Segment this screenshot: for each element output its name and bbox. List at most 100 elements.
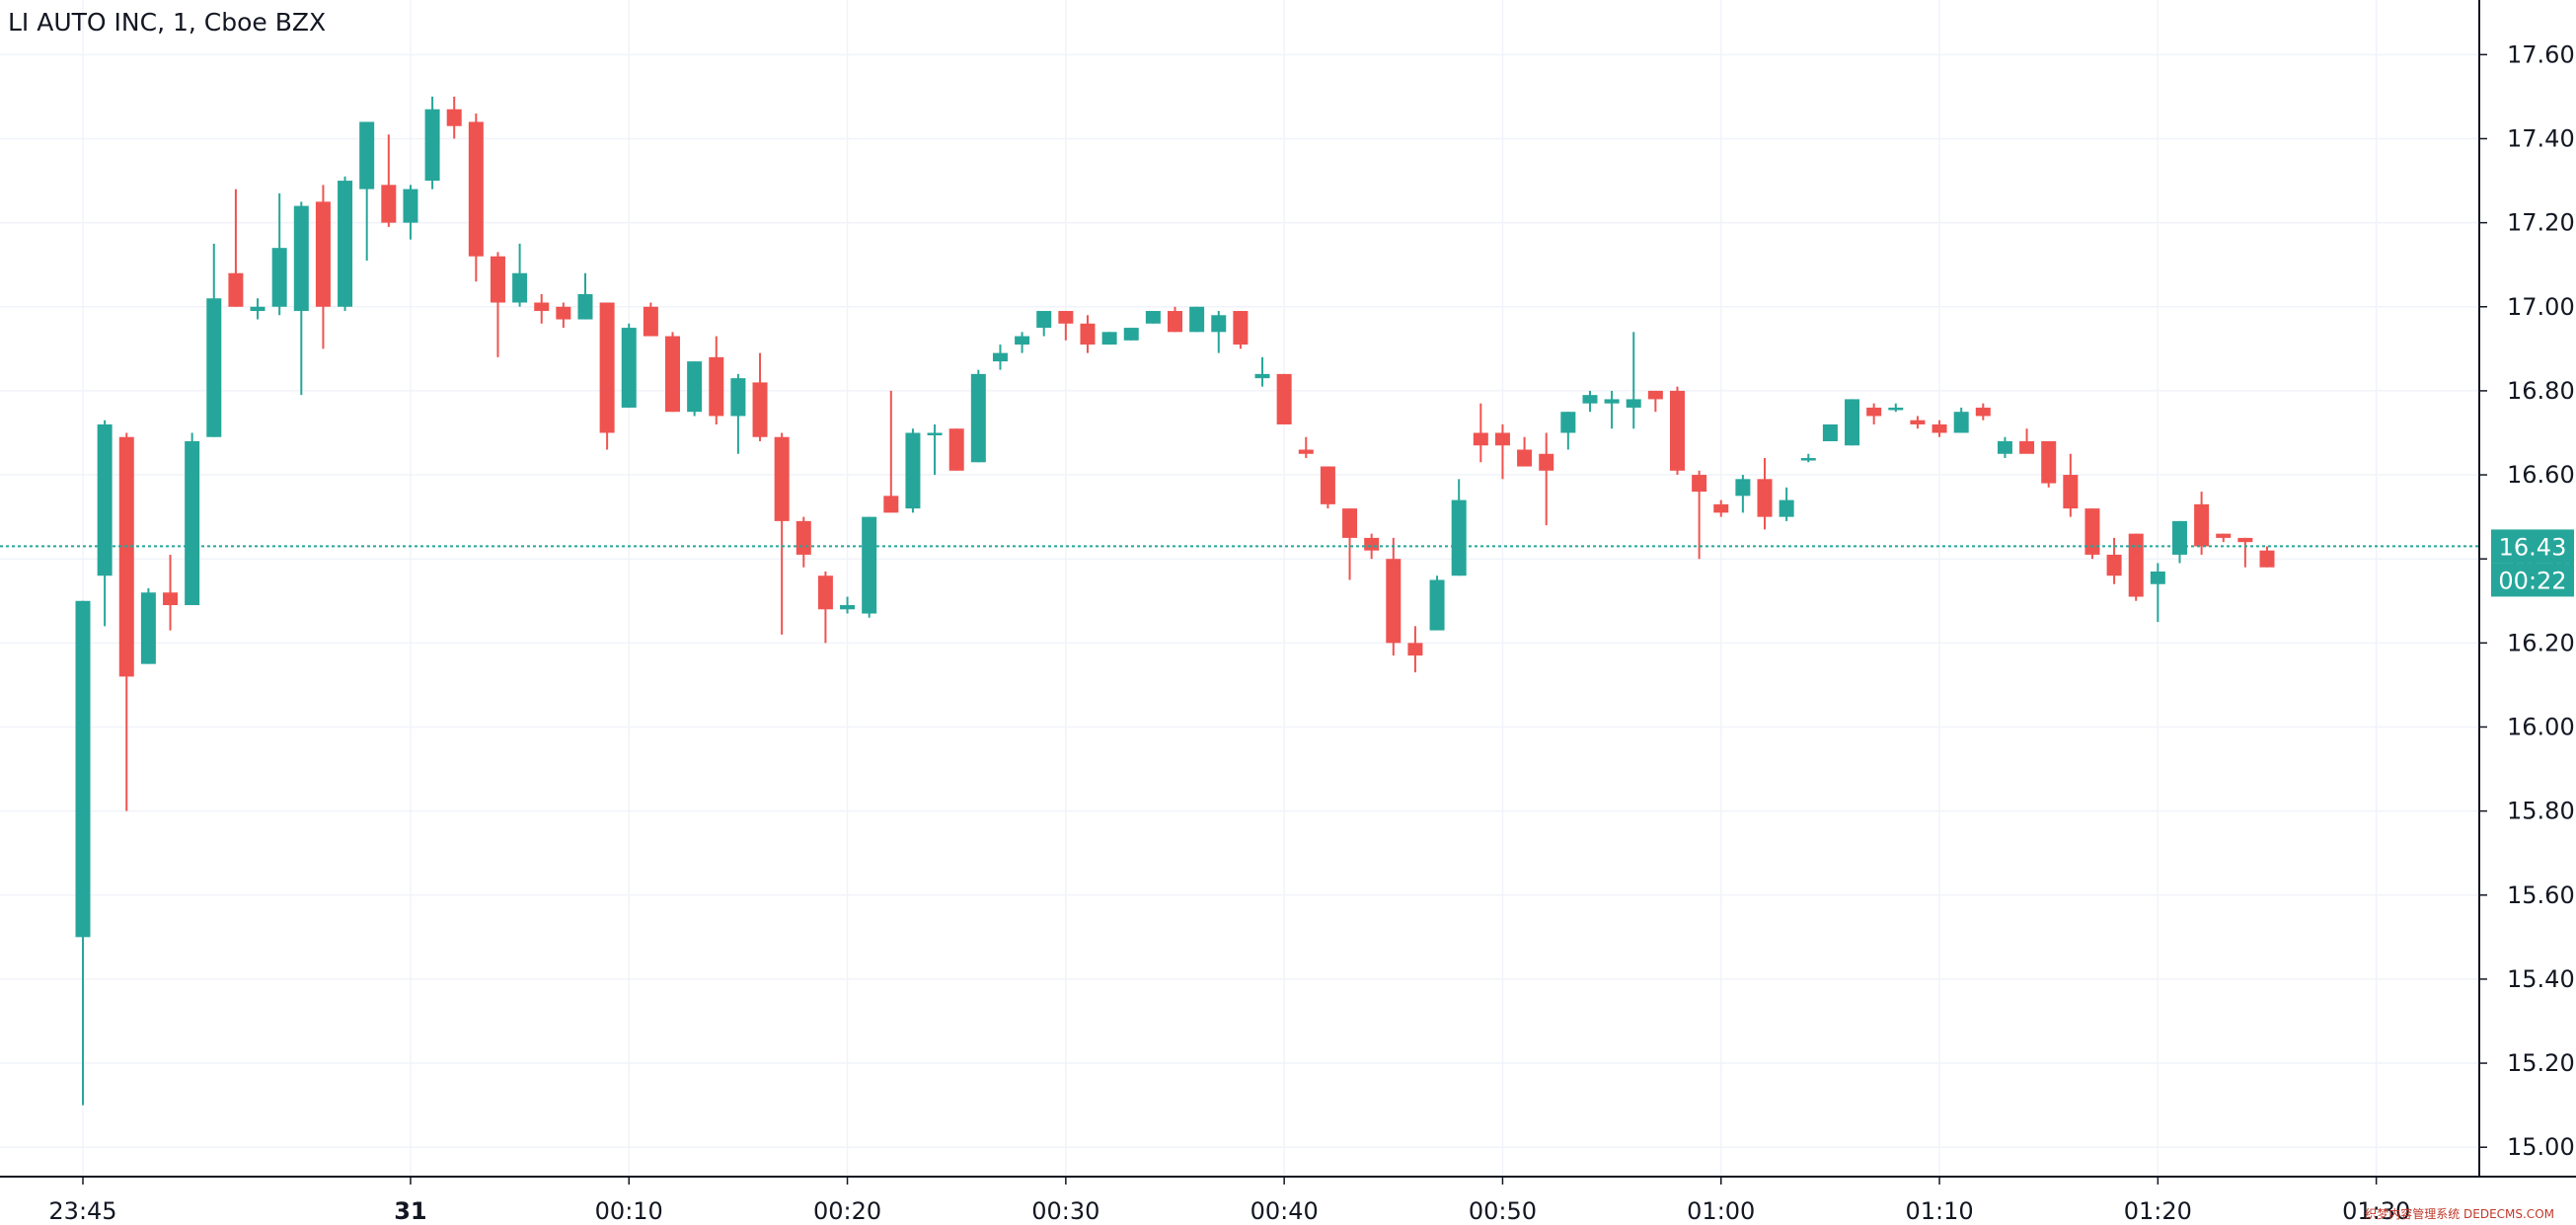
- candle: [577, 272, 593, 320]
- candle-body: [2194, 503, 2210, 547]
- candle: [1320, 466, 1335, 509]
- candle-body: [905, 432, 921, 509]
- candle-body: [1560, 412, 1576, 433]
- candle: [1451, 479, 1467, 576]
- candle: [534, 294, 550, 324]
- candle-body: [140, 592, 156, 664]
- candle-body: [1692, 475, 1707, 493]
- y-tick-label: 16.60: [2507, 461, 2575, 489]
- candle-body: [315, 201, 331, 307]
- candle: [1735, 475, 1751, 513]
- candle-body: [2216, 533, 2232, 538]
- candle-body: [1211, 315, 1227, 333]
- candle-body: [643, 306, 658, 337]
- y-tick-label: 15.80: [2507, 798, 2575, 825]
- y-tick-label: 17.20: [2507, 209, 2575, 237]
- candle-body: [927, 432, 943, 435]
- candle-body: [883, 496, 899, 513]
- candle-body: [359, 121, 375, 190]
- candle: [2216, 533, 2232, 543]
- candle: [992, 345, 1008, 370]
- candle: [1757, 458, 1773, 530]
- candle: [1539, 432, 1554, 526]
- last-price-label: 16.43: [2499, 533, 2567, 561]
- candle-body: [1494, 432, 1510, 446]
- candle: [97, 420, 113, 627]
- candle: [730, 373, 746, 454]
- y-tick-label: 17.00: [2507, 293, 2575, 321]
- candle: [140, 588, 156, 664]
- grid: [0, 0, 2479, 1177]
- candle: [75, 600, 91, 1106]
- candle: [1822, 423, 1838, 441]
- candle-body: [2041, 441, 2057, 484]
- candle-body: [1517, 449, 1533, 467]
- candle: [556, 302, 571, 329]
- candle: [2237, 537, 2253, 568]
- candle-body: [1276, 373, 1292, 424]
- candle-body: [2171, 520, 2187, 555]
- candle: [1560, 412, 1576, 450]
- candle: [1910, 416, 1926, 429]
- candle: [1953, 407, 1969, 433]
- y-tick-label: 16.80: [2507, 377, 2575, 405]
- candle-body: [1168, 311, 1182, 333]
- candle-body: [2084, 508, 2100, 555]
- candle-body: [840, 605, 856, 610]
- candle: [1866, 403, 1882, 424]
- candle-body: [2019, 441, 2035, 454]
- candle-body: [1058, 311, 1074, 324]
- candle-body: [1626, 399, 1641, 408]
- candle-body: [1997, 441, 2012, 454]
- candle: [1298, 436, 1314, 459]
- candle-body: [468, 121, 484, 257]
- last-price-badge: [2491, 529, 2574, 564]
- candle: [1604, 390, 1620, 429]
- candle-body: [1080, 323, 1096, 345]
- candle: [2150, 563, 2165, 623]
- y-tick-label: 17.60: [2507, 40, 2575, 68]
- candle-body: [1473, 432, 1488, 446]
- candle-body: [1320, 466, 1335, 504]
- candle: [185, 432, 200, 606]
- candle-body: [1866, 407, 1882, 417]
- candle-body: [577, 294, 593, 320]
- candle-body: [2063, 475, 2079, 509]
- y-tick-label: 16.20: [2507, 629, 2575, 656]
- candle: [403, 185, 418, 240]
- candle: [359, 121, 375, 261]
- candle: [927, 423, 943, 476]
- y-tick-label: 15.00: [2507, 1133, 2575, 1161]
- candle: [687, 361, 703, 417]
- y-tick-label: 15.60: [2507, 881, 2575, 909]
- x-tick-label: 01:10: [1905, 1197, 1973, 1225]
- y-tick-label: 15.20: [2507, 1049, 2575, 1077]
- candle: [2106, 537, 2122, 584]
- candle: [1975, 403, 1991, 421]
- candle: [1429, 575, 1445, 631]
- countdown-label: 00:22: [2498, 567, 2566, 594]
- candle-body: [338, 181, 353, 307]
- candle-body: [2237, 537, 2253, 543]
- candle: [840, 596, 856, 614]
- candle-body: [970, 373, 986, 463]
- candle-body: [381, 185, 397, 223]
- candle: [1494, 423, 1510, 480]
- candle-body: [271, 248, 287, 307]
- candle-body: [1757, 479, 1773, 517]
- candle-body: [556, 306, 571, 320]
- candle-body: [948, 428, 964, 471]
- candle: [862, 516, 877, 618]
- y-tick-label: 16.00: [2507, 713, 2575, 740]
- candle: [118, 432, 134, 811]
- candle: [1582, 390, 1598, 413]
- candle-body: [1582, 395, 1598, 404]
- candle-body: [752, 382, 768, 437]
- candle-body: [1189, 306, 1205, 333]
- candle: [621, 323, 637, 408]
- candle: [948, 428, 964, 471]
- candle: [1713, 499, 1729, 517]
- candle-body: [1713, 503, 1729, 513]
